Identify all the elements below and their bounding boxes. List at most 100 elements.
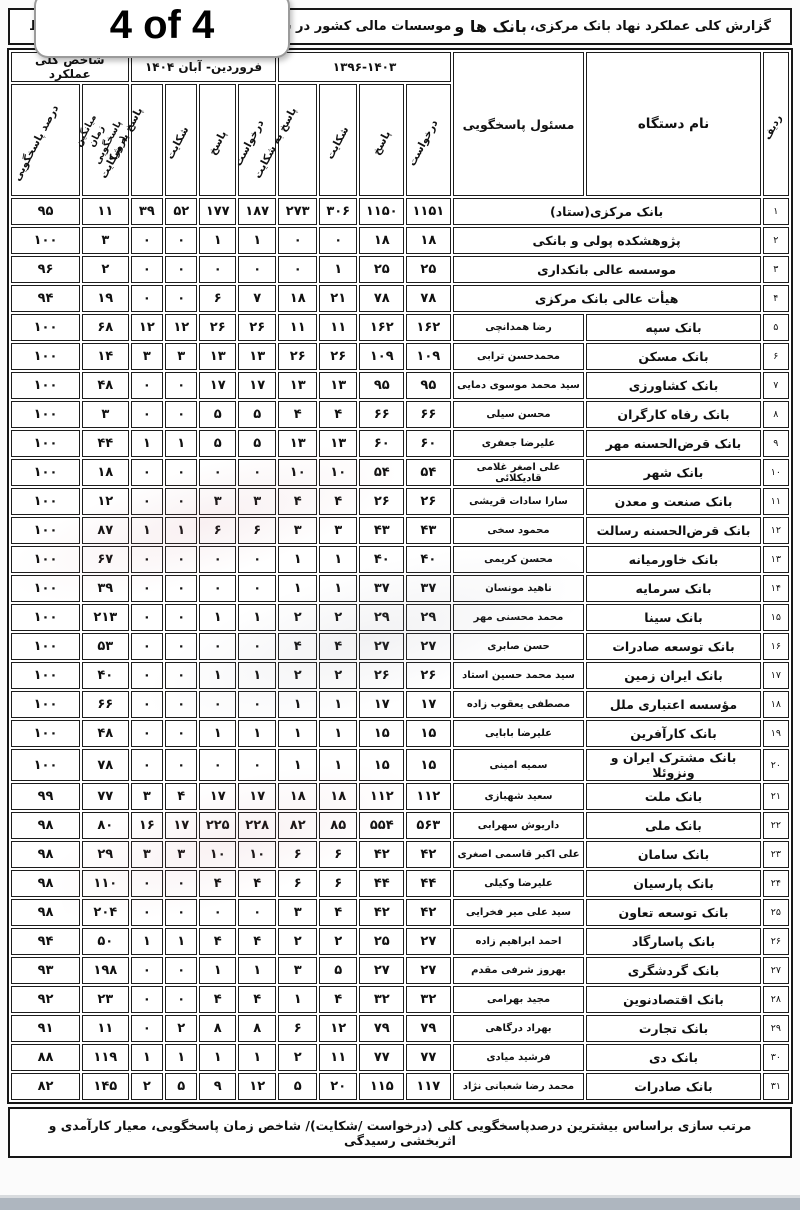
response-percent: ۱۰۰ bbox=[11, 401, 80, 428]
complaint-responses-96-03: ۲ bbox=[278, 662, 317, 689]
column-header-avg-response-days: میانگین زمان پاسخگویی (روز) bbox=[73, 84, 129, 196]
complaints-96-03: ۴ bbox=[318, 986, 358, 1013]
org-name: بانک سامان bbox=[586, 841, 761, 868]
complaints-1404: ۰ bbox=[165, 870, 198, 897]
complaint-responses-1404: ۱۲ bbox=[130, 314, 164, 341]
table-row: ۷ بانک کشاورزی سید محمد موسوی دمایی ۹۵ ۹۵ ۱۳ ۱… bbox=[11, 372, 789, 399]
complaints-1404: ۰ bbox=[165, 401, 198, 428]
table-row: ۱۲ بانک قرض‌الحسنه رسالت محمود سخی ۴۳ ۴۳ ۳ ۳ ۶ ۶… bbox=[11, 517, 789, 544]
row-index: ۲۷ bbox=[762, 957, 789, 984]
responses-1404: ۹ bbox=[199, 1073, 236, 1100]
avg-response-days: ۲۰۴ bbox=[82, 899, 129, 926]
table-row: ۲۱ بانک ملت سعید شهبازی ۱۱۲ ۱۱۲ ۱۸ ۱۸ ۱۷ ۱۷ ۴ ۳ ۷۷ ۹… bbox=[11, 783, 789, 810]
requests-1404: ۴ bbox=[237, 928, 277, 955]
complaints-96-03: ۱ bbox=[318, 546, 358, 573]
requests-1404: ۸ bbox=[237, 1015, 277, 1042]
response-percent: ۸۲ bbox=[11, 1073, 80, 1100]
responses-1404: ۵ bbox=[199, 430, 236, 457]
complaint-responses-96-03: ۶ bbox=[278, 1015, 317, 1042]
org-name: بانک مرکزی(ستاد) bbox=[452, 198, 761, 225]
responses-1404: ۰ bbox=[199, 633, 236, 660]
table-row: ۲۴ بانک پارسیان علیرضا وکیلی ۴۴ ۴۴ ۶ ۶ ۴ ۴ ۰ ۰ ۱۱۰ ۹… bbox=[11, 870, 789, 897]
requests-1404: ۰ bbox=[237, 546, 277, 573]
responses-1404: ۱ bbox=[199, 604, 236, 631]
requests-96-03: ۲۷ bbox=[406, 957, 451, 984]
requests-1404: ۷ bbox=[237, 285, 277, 312]
response-percent: ۱۰۰ bbox=[11, 575, 80, 602]
responses-96-03: ۷۷ bbox=[359, 1044, 405, 1071]
avg-response-days: ۴۴ bbox=[82, 430, 129, 457]
table-row: ۱۹ بانک کارآفرین علیرضا بابایی ۱۵ ۱۵ ۱ ۱ ۱ ۱ ۰ ۰ ۴۸… bbox=[11, 720, 789, 747]
complaint-responses-1404: ۱ bbox=[130, 928, 164, 955]
requests-96-03: ۱۰۹ bbox=[406, 343, 451, 370]
complaints-96-03: ۲۱ bbox=[318, 285, 358, 312]
responses-96-03: ۱۱۵۰ bbox=[359, 198, 405, 225]
requests-96-03: ۳۷ bbox=[406, 575, 451, 602]
responses-1404: ۱ bbox=[199, 1044, 236, 1071]
responsible-name: محمد رضا شعبانی نژاد bbox=[452, 1073, 585, 1100]
complaints-96-03: ۱۰ bbox=[318, 459, 358, 486]
complaint-responses-96-03: ۳ bbox=[278, 517, 317, 544]
complaint-responses-1404: ۱ bbox=[130, 517, 164, 544]
responses-96-03: ۱۱۵ bbox=[359, 1073, 405, 1100]
complaints-96-03: ۱۸ bbox=[318, 783, 358, 810]
org-name: بانک سرمایه bbox=[586, 575, 761, 602]
avg-response-days: ۸۰ bbox=[82, 812, 129, 839]
complaints-label: شکایت bbox=[164, 124, 192, 161]
responsible-name: علی اصغر غلامی قادیکلائی bbox=[452, 459, 585, 486]
complaints-96-03: ۴ bbox=[318, 488, 358, 515]
table-row: ۱۱ بانک صنعت و معدن سارا سادات قریشی ۲۶ ۲۶ ۴ ۴… bbox=[11, 488, 789, 515]
complaint-responses-1404: ۰ bbox=[130, 459, 164, 486]
row-index: ۹ bbox=[762, 430, 789, 457]
response-percent: ۱۰۰ bbox=[11, 227, 80, 254]
row-index: ۵ bbox=[762, 314, 789, 341]
responses-1404: ۴ bbox=[199, 870, 236, 897]
complaints-96-03: ۱۳ bbox=[318, 430, 358, 457]
complaints-1404: ۳ bbox=[165, 343, 198, 370]
complaint-responses-96-03: ۱۳ bbox=[278, 372, 317, 399]
responses-1404: ۵ bbox=[199, 401, 236, 428]
avg-response-days: ۱۱ bbox=[82, 1015, 129, 1042]
row-index: ۲ bbox=[762, 227, 789, 254]
requests-96-03: ۱۱۷ bbox=[406, 1073, 451, 1100]
row-index: ۲۲ bbox=[762, 812, 789, 839]
avg-response-days: ۱۹۸ bbox=[82, 957, 129, 984]
org-name: بانک پارسیان bbox=[586, 870, 761, 897]
avg-response-days: ۱۹ bbox=[82, 285, 129, 312]
complaints-1404: ۰ bbox=[165, 575, 198, 602]
responses-96-03: ۳۷ bbox=[359, 575, 405, 602]
column-header-requests-1404: درخواست bbox=[232, 84, 277, 196]
row-index: ۱۹ bbox=[762, 720, 789, 747]
responsible-name: محمد محسنی مهر bbox=[452, 604, 585, 631]
responses-96-03: ۹۵ bbox=[359, 372, 405, 399]
responses-1404: ۴ bbox=[199, 928, 236, 955]
responses-1404: ۱ bbox=[199, 720, 236, 747]
row-index: ۲۴ bbox=[762, 870, 789, 897]
org-name: هیأت عالی بانک مرکزی bbox=[452, 285, 761, 312]
avg-response-days: ۱۱۰ bbox=[82, 870, 129, 897]
requests-96-03: ۲۵ bbox=[406, 256, 451, 283]
requests-1404: ۱۷ bbox=[237, 783, 277, 810]
responses-96-03: ۲۵ bbox=[359, 928, 405, 955]
org-name: بانک پاسارگاد bbox=[586, 928, 761, 955]
responsible-name: بهراد درگاهی bbox=[452, 1015, 585, 1042]
column-header-complaints-96-03: شکایت bbox=[318, 84, 358, 196]
responsible-name: علیرضا جعفری bbox=[452, 430, 585, 457]
responses-label: پاسخ bbox=[370, 128, 394, 157]
org-name: بانک خاورمیانه bbox=[586, 546, 761, 573]
footer-note: مرتب سازی براساس بیشترین درصدپاسخگویی کل… bbox=[8, 1107, 792, 1158]
table-row: ۱ بانک مرکزی(ستاد) ۱۱۵۱ ۱۱۵۰ ۳۰۶ ۲۷۳ ۱۸۷ ۱۷۷ ۵۲ ۳… bbox=[11, 198, 789, 225]
row-index: ۴ bbox=[762, 285, 789, 312]
response-percent: ۱۰۰ bbox=[11, 314, 80, 341]
responses-96-03: ۶۰ bbox=[359, 430, 405, 457]
table-row: ۱۵ بانک سینا محمد محسنی مهر ۲۹ ۲۹ ۲ ۲ ۱ ۱ ۰ ۰ ۲۱۳ ۱۰… bbox=[11, 604, 789, 631]
requests-1404: ۶ bbox=[237, 517, 277, 544]
requests-96-03: ۱۷ bbox=[406, 691, 451, 718]
avg-response-days: ۳۹ bbox=[82, 575, 129, 602]
table-row: ۲۲ بانک ملی داریوش سهرابی ۵۶۳ ۵۵۴ ۸۵ ۸۲ ۲۲۸ ۲۲۵ ۱… bbox=[11, 812, 789, 839]
responsible-name: سعید شهبازی bbox=[452, 783, 585, 810]
complaint-responses-1404: ۰ bbox=[130, 401, 164, 428]
avg-response-days: ۶۸ bbox=[82, 314, 129, 341]
responses-96-03: ۴۲ bbox=[359, 841, 405, 868]
sub-header-row: درخواست پاسخ شکایت پاسخ به شکایت درخواست… bbox=[11, 84, 789, 196]
